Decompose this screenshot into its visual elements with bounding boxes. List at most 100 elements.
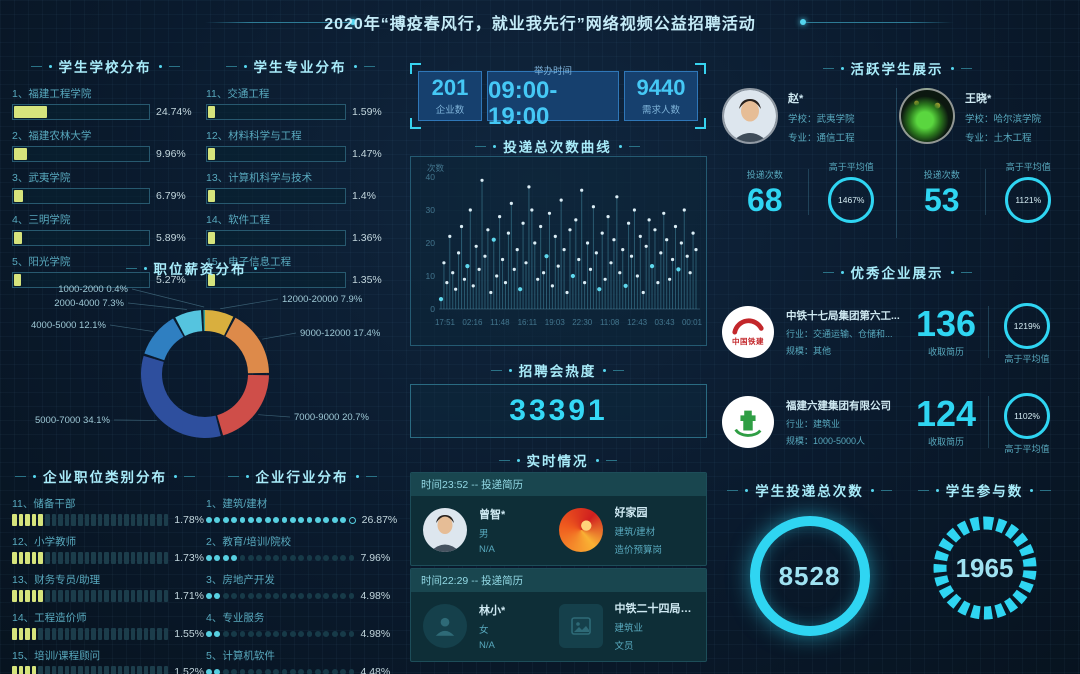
- item-percent: 4.98%: [360, 590, 391, 602]
- item-bar-row: 1.59%: [206, 104, 394, 120]
- data-point: [483, 254, 487, 258]
- data-point: [649, 264, 655, 269]
- segment: [25, 552, 30, 564]
- data-point: [459, 224, 464, 229]
- dot: [214, 593, 221, 599]
- label-leader-line: [109, 324, 154, 332]
- companies-count-box: 201 企业数: [418, 71, 482, 121]
- segment: [51, 628, 57, 640]
- event-time-box: 举办时间 09:00-19:00: [487, 66, 619, 129]
- data-point: [539, 224, 543, 229]
- segment-track: [12, 666, 169, 674]
- segment: [51, 590, 57, 602]
- segment: [137, 552, 142, 564]
- segment: [157, 514, 162, 526]
- data-point: [629, 254, 634, 258]
- dot: [348, 593, 355, 599]
- section-title: 学生学校分布: [12, 56, 198, 76]
- segment: [150, 666, 156, 674]
- submissions-gauge-ring: 8528: [749, 516, 870, 636]
- segment: [31, 590, 37, 602]
- dot: [222, 631, 229, 637]
- data-point: [580, 188, 584, 192]
- dot: [323, 669, 330, 674]
- donut-segment: [203, 310, 205, 332]
- dot: [273, 555, 279, 561]
- company-name: 中铁十七局集团第六工...: [786, 309, 900, 322]
- data-point: [480, 178, 484, 182]
- segment: [44, 590, 50, 602]
- data-point: [609, 261, 613, 265]
- item-percent: 4.98%: [360, 628, 391, 640]
- segment: [124, 552, 129, 564]
- x-tick-label: 00:01: [682, 318, 703, 327]
- data-point: [673, 224, 678, 229]
- segment: [64, 666, 70, 674]
- segment: [157, 628, 162, 640]
- item-label: 3、房地产开发: [206, 574, 275, 586]
- segment: [12, 514, 17, 526]
- dot: [231, 555, 237, 561]
- dot: [340, 631, 347, 637]
- dot: [281, 631, 288, 637]
- segment: [124, 628, 129, 640]
- item-bar-row: 5.89%: [12, 230, 198, 246]
- segment: [97, 628, 103, 640]
- top-companies-title-row: 优秀企业展示: [722, 262, 1072, 282]
- data-point: [465, 264, 470, 269]
- dot: [323, 593, 330, 599]
- segment: [12, 552, 17, 564]
- label-leader-line: [131, 288, 205, 308]
- segment: [91, 666, 96, 674]
- x-tick-label: 19:03: [545, 318, 566, 327]
- data-point: [638, 234, 642, 238]
- data-point: [585, 241, 590, 245]
- dot: [222, 555, 229, 561]
- segment: [137, 666, 142, 674]
- segment-track: [12, 590, 169, 602]
- data-point: [521, 221, 525, 225]
- item-percent: 1.36%: [352, 232, 382, 244]
- x-tick-label: 17:51: [435, 318, 456, 327]
- list-item: 2、福建农林大学 9.96%: [12, 128, 198, 162]
- segment: [163, 514, 169, 526]
- segment: [91, 628, 96, 640]
- list-item: 11、交通工程 1.59%: [206, 86, 394, 120]
- segment: [84, 514, 90, 526]
- stats-panel: 201 企业数 举办时间 09:00-19:00 9440 需求人数: [410, 63, 706, 129]
- dot: [256, 631, 263, 637]
- data-point: [506, 231, 511, 235]
- x-tick-label: 16:11: [518, 318, 538, 327]
- data-point: [445, 281, 449, 285]
- bar-track: [206, 146, 346, 162]
- data-point: [591, 205, 596, 209]
- segment: [12, 666, 17, 674]
- bar-track: [12, 188, 150, 204]
- student-school: 学校：哈尔滨学院: [965, 114, 1042, 125]
- segment: [71, 666, 76, 674]
- segment: [44, 514, 50, 526]
- applicant-extra: N/A: [479, 639, 495, 651]
- dot: [315, 593, 321, 599]
- data-point: [621, 248, 625, 252]
- segment: [150, 590, 156, 602]
- donut-label: 7000-9000 20.7%: [294, 412, 370, 423]
- list-item: 5、计算机软件 4.48%: [206, 648, 398, 674]
- school-list: 1、福建工程学院 24.74% 2、福建农林大学 9.96% 3、武夷学院 6.79% 4、…: [12, 86, 198, 288]
- donut-segment: [217, 374, 269, 436]
- dot: [298, 555, 305, 561]
- segment: [137, 514, 142, 526]
- segment: [51, 552, 57, 564]
- item-percent: 1.47%: [352, 148, 382, 160]
- dot: [214, 555, 221, 561]
- segment: [38, 514, 43, 526]
- item-label: 2、福建农林大学: [12, 130, 92, 142]
- item-label: 13、计算机科学与技术: [206, 172, 313, 184]
- dot: [348, 516, 356, 524]
- segment: [157, 552, 162, 564]
- segment: [18, 514, 24, 526]
- page-title: 2020年“搏疫春风行，就业我先行”网络视频公益招聘活动: [324, 16, 756, 33]
- applicant-photo: [423, 508, 467, 552]
- data-point: [668, 277, 672, 281]
- segment: [58, 628, 63, 640]
